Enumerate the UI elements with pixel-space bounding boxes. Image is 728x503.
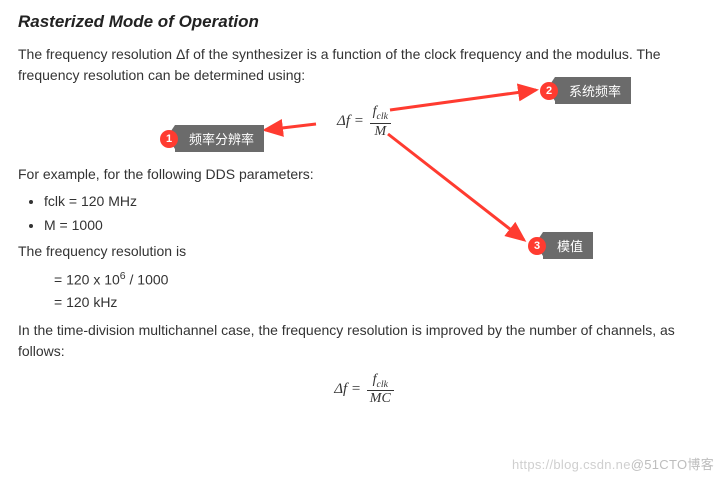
- formula-1: Δf = fclk M: [337, 104, 391, 139]
- example-lead: For example, for the following DDS param…: [18, 164, 710, 185]
- callout-3-label: 模值: [543, 232, 593, 259]
- callout-1-label: 频率分辨率: [175, 125, 264, 152]
- formula-2-fraction: fclk MC: [367, 372, 394, 407]
- formula-1-denominator: M: [370, 124, 391, 139]
- formula-1-block: Δf = fclk M: [18, 104, 710, 150]
- callout-2-badge: 2: [540, 82, 558, 100]
- callout-2-label: 系统频率: [555, 77, 631, 104]
- callout-1: 1 频率分辨率: [160, 125, 264, 152]
- formula-1-fraction: fclk M: [370, 104, 391, 139]
- watermark: https://blog.csdn.ne@51CTO博客: [512, 454, 714, 473]
- formula-1-num-sub: clk: [377, 111, 388, 122]
- formula-1-lhs: Δf =: [337, 113, 364, 129]
- resolution-lead: The frequency resolution is: [18, 241, 710, 262]
- callout-2: 2 系统频率: [540, 77, 631, 104]
- callout-3-badge: 3: [528, 237, 546, 255]
- callout-3: 3 模值: [528, 232, 593, 259]
- calc1-a: = 120 x 10: [54, 272, 120, 288]
- watermark-left: https://blog.csdn.ne: [512, 457, 631, 472]
- param-m: M = 1000: [44, 217, 710, 233]
- formula-2: Δf = fclk MC: [334, 372, 394, 407]
- calc-line-2: = 120 kHz: [54, 294, 710, 310]
- calc1-b: / 1000: [126, 272, 169, 288]
- formula-2-denominator: MC: [367, 391, 394, 406]
- param-fclk: fclk = 120 MHz: [44, 193, 710, 209]
- formula-2-lhs: Δf =: [334, 381, 361, 397]
- multichannel-paragraph: In the time-division multichannel case, …: [18, 320, 710, 362]
- calc-line-1: = 120 x 106 / 1000: [54, 270, 710, 288]
- callout-1-badge: 1: [160, 130, 178, 148]
- params-list: fclk = 120 MHz M = 1000: [44, 193, 710, 233]
- formula-2-block: Δf = fclk MC: [18, 372, 710, 412]
- watermark-right: @51CTO博客: [631, 457, 714, 472]
- formula-2-num-sub: clk: [377, 378, 388, 389]
- section-title: Rasterized Mode of Operation: [18, 12, 710, 32]
